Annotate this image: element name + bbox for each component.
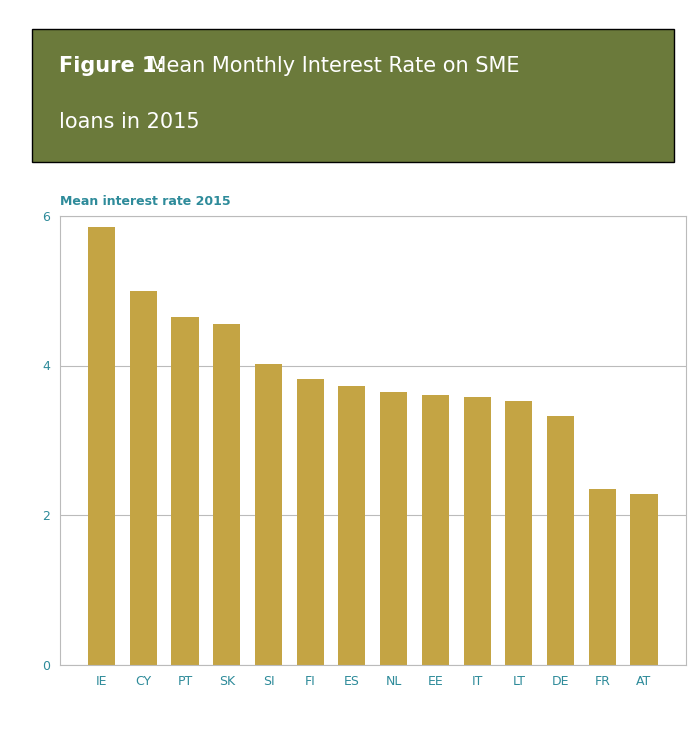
- Bar: [422, 395, 449, 665]
- Bar: [172, 317, 199, 665]
- Text: Figure 1:: Figure 1:: [60, 56, 165, 76]
- Bar: [589, 489, 616, 665]
- Bar: [463, 397, 491, 665]
- Bar: [255, 364, 282, 665]
- Bar: [88, 227, 115, 665]
- Bar: [380, 392, 407, 665]
- Bar: [505, 401, 532, 665]
- Bar: [297, 379, 323, 665]
- Bar: [338, 387, 365, 665]
- Bar: [631, 494, 657, 665]
- Bar: [130, 290, 157, 665]
- Bar: [214, 325, 240, 665]
- Bar: [547, 417, 574, 665]
- Text: loans in 2015: loans in 2015: [60, 112, 200, 132]
- Text: Mean Monthly Interest Rate on SME: Mean Monthly Interest Rate on SME: [142, 56, 519, 76]
- Text: Mean interest rate 2015: Mean interest rate 2015: [60, 195, 230, 208]
